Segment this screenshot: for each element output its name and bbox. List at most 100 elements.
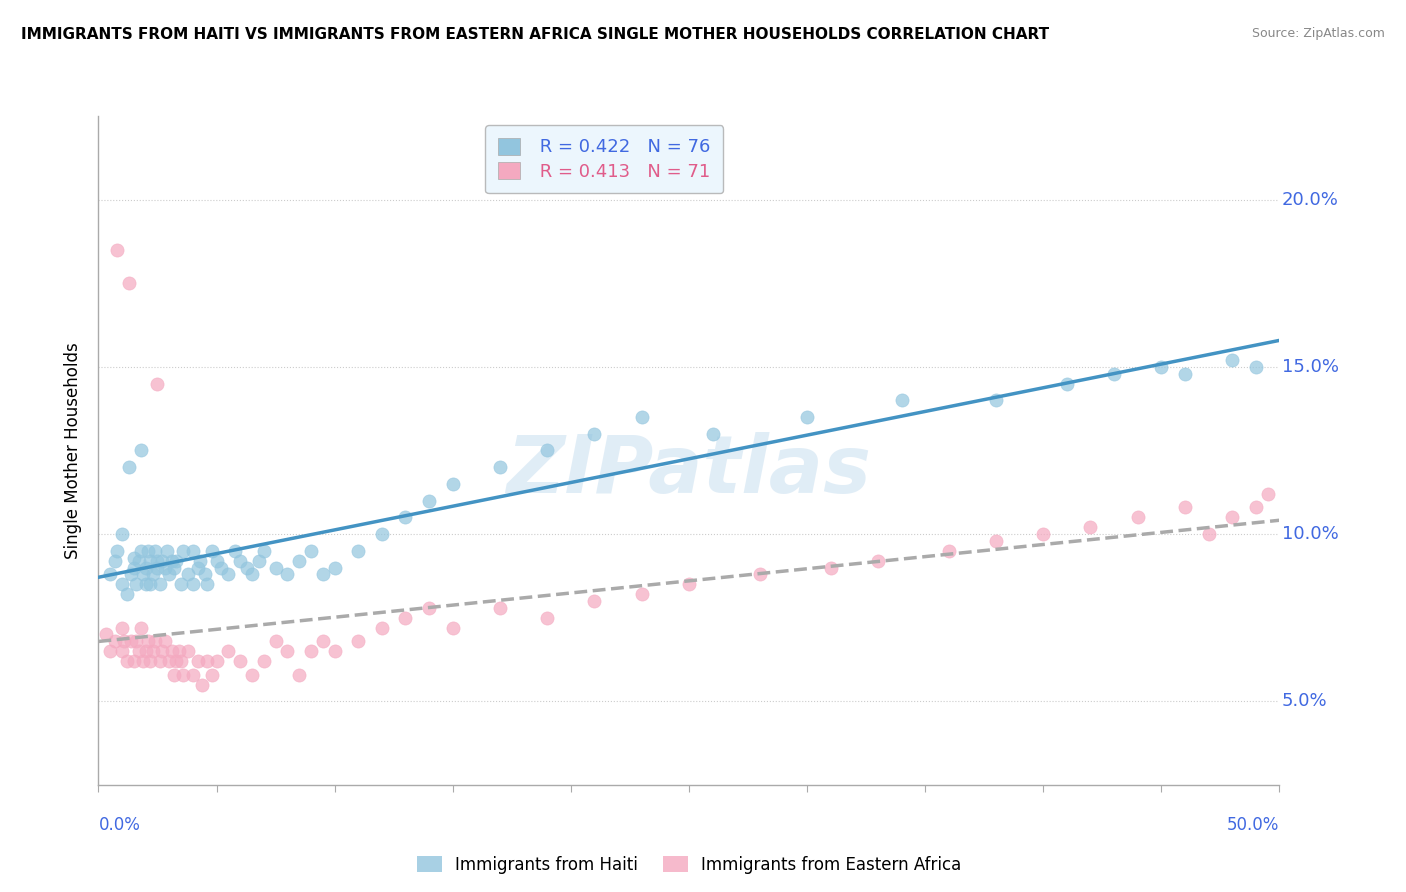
Point: [136, 544, 159, 558]
Point: [125, 577, 148, 591]
Point: [163, 667, 186, 681]
Point: [149, 577, 172, 591]
Point: [371, 527, 394, 541]
Point: [170, 654, 193, 668]
Point: [98, 644, 121, 658]
Text: 50.0%: 50.0%: [1227, 816, 1279, 834]
Point: [984, 533, 1007, 548]
Point: [276, 644, 298, 658]
Point: [702, 426, 724, 441]
Point: [177, 644, 200, 658]
Point: [1126, 510, 1149, 524]
Point: [115, 654, 138, 668]
Point: [224, 544, 246, 558]
Point: [115, 587, 138, 601]
Point: [1032, 527, 1054, 541]
Point: [188, 554, 211, 568]
Point: [153, 634, 176, 648]
Point: [441, 476, 464, 491]
Point: [122, 654, 145, 668]
Point: [217, 644, 239, 658]
Point: [264, 560, 287, 574]
Point: [132, 654, 155, 668]
Point: [156, 544, 179, 558]
Point: [1150, 359, 1173, 374]
Point: [205, 654, 228, 668]
Text: 5.0%: 5.0%: [1282, 692, 1327, 710]
Point: [236, 560, 259, 574]
Point: [139, 654, 162, 668]
Point: [938, 544, 960, 558]
Point: [94, 627, 117, 641]
Point: [172, 667, 194, 681]
Point: [135, 577, 157, 591]
Point: [201, 544, 224, 558]
Point: [630, 587, 652, 601]
Point: [98, 567, 121, 582]
Point: [139, 554, 162, 568]
Text: 0.0%: 0.0%: [98, 816, 141, 834]
Point: [205, 554, 228, 568]
Point: [201, 667, 224, 681]
Point: [299, 644, 322, 658]
Point: [536, 611, 558, 625]
Point: [111, 644, 134, 658]
Point: [866, 554, 889, 568]
Point: [820, 560, 842, 574]
Point: [1198, 527, 1220, 541]
Point: [160, 644, 183, 658]
Point: [142, 644, 165, 658]
Point: [418, 493, 440, 508]
Point: [247, 554, 270, 568]
Point: [489, 600, 512, 615]
Point: [139, 577, 162, 591]
Point: [105, 243, 128, 257]
Point: [121, 567, 143, 582]
Point: [142, 567, 165, 582]
Point: [121, 634, 143, 648]
Point: [583, 426, 606, 441]
Point: [195, 577, 218, 591]
Point: [240, 667, 263, 681]
Text: 10.0%: 10.0%: [1282, 525, 1339, 543]
Point: [630, 410, 652, 425]
Point: [299, 544, 322, 558]
Point: [489, 460, 512, 475]
Point: [111, 621, 134, 635]
Point: [122, 550, 145, 565]
Point: [122, 560, 145, 574]
Point: [418, 600, 440, 615]
Point: [118, 460, 141, 475]
Point: [129, 621, 152, 635]
Point: [143, 634, 166, 648]
Point: [1080, 520, 1102, 534]
Point: [163, 560, 186, 574]
Point: [187, 560, 209, 574]
Point: [157, 567, 180, 582]
Point: [128, 644, 150, 658]
Point: [217, 567, 239, 582]
Point: [181, 577, 204, 591]
Point: [536, 443, 558, 458]
Point: [111, 527, 134, 541]
Point: [150, 644, 173, 658]
Point: [165, 554, 187, 568]
Point: [1174, 500, 1197, 515]
Point: [105, 544, 128, 558]
Point: [890, 393, 912, 408]
Point: [312, 634, 335, 648]
Point: [104, 554, 127, 568]
Point: [167, 644, 190, 658]
Point: [394, 611, 416, 625]
Point: [312, 567, 335, 582]
Point: [1220, 510, 1243, 524]
Point: [347, 634, 370, 648]
Point: [748, 567, 770, 582]
Point: [276, 567, 298, 582]
Point: [125, 634, 148, 648]
Point: [157, 654, 180, 668]
Point: [143, 544, 166, 558]
Point: [129, 544, 152, 558]
Point: [441, 621, 464, 635]
Point: [165, 654, 187, 668]
